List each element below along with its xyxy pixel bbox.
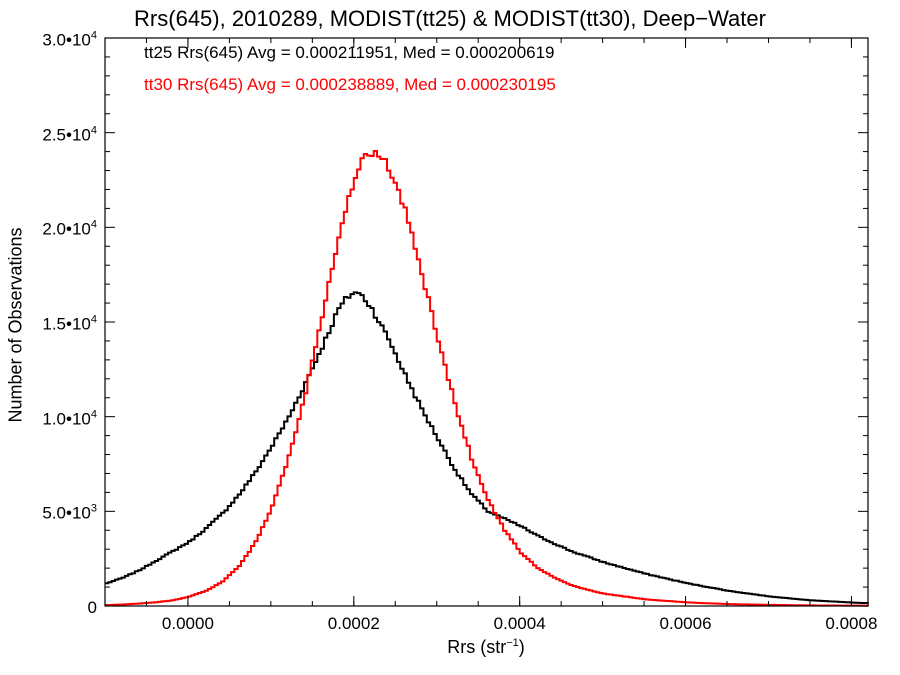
- y-tick-label: 1.0•104: [42, 408, 97, 429]
- y-tick-exponent: 4: [90, 29, 97, 42]
- y-tick-label: 2.0•104: [42, 219, 97, 240]
- x-tick-label: 0.0002: [327, 614, 380, 633]
- annotation-tt30: tt30 Rrs(645) Avg = 0.000238889, Med = 0…: [144, 75, 556, 94]
- x-axis-label-main: Rrs (str: [447, 637, 507, 657]
- x-axis-label: Rrs (str−1): [447, 637, 525, 658]
- y-axis-label: Number of Observations: [5, 227, 26, 423]
- series-1-histogram-line: [105, 150, 869, 607]
- x-tick-label: 0.0004: [493, 614, 546, 633]
- series-0-histogram-line: [105, 291, 869, 605]
- y-tick-exponent: 4: [90, 313, 97, 326]
- x-axis-label-exponent: −1: [506, 637, 519, 649]
- y-tick-label: 1.5•104: [42, 314, 97, 335]
- y-tick-label: 2.5•104: [42, 124, 97, 145]
- x-tick-label: 0.0008: [825, 614, 878, 633]
- y-tick-mantissa: 3.0•10: [42, 30, 91, 50]
- y-tick-mantissa: 2.0•10: [42, 219, 91, 239]
- y-tick-mantissa: 2.5•10: [42, 125, 91, 145]
- y-tick-mantissa: 5.0•10: [42, 503, 91, 523]
- plot-frame: [104, 37, 869, 607]
- annotation-tt25: tt25 Rrs(645) Avg = 0.000211951, Med = 0…: [144, 43, 555, 62]
- y-tick-mantissa: 1.5•10: [42, 314, 91, 334]
- y-tick-exponent: 3: [90, 502, 97, 515]
- y-tick-exponent: 4: [90, 218, 97, 231]
- y-tick-mantissa: 0: [87, 598, 97, 617]
- y-tick-label: 0: [88, 598, 97, 618]
- y-tick-exponent: 4: [90, 408, 97, 421]
- y-tick-label: 3.0•104: [42, 30, 97, 51]
- x-tick-label: 0.0000: [161, 614, 214, 633]
- x-axis-label-tail: ): [518, 637, 525, 657]
- y-tick-exponent: 4: [90, 124, 97, 137]
- chart-title: Rrs(645), 2010289, MODIST(tt25) & MODIST…: [134, 6, 766, 31]
- y-tick-label: 5.0•103: [42, 503, 97, 524]
- y-tick-mantissa: 1.0•10: [42, 409, 91, 429]
- x-tick-label: 0.0006: [659, 614, 712, 633]
